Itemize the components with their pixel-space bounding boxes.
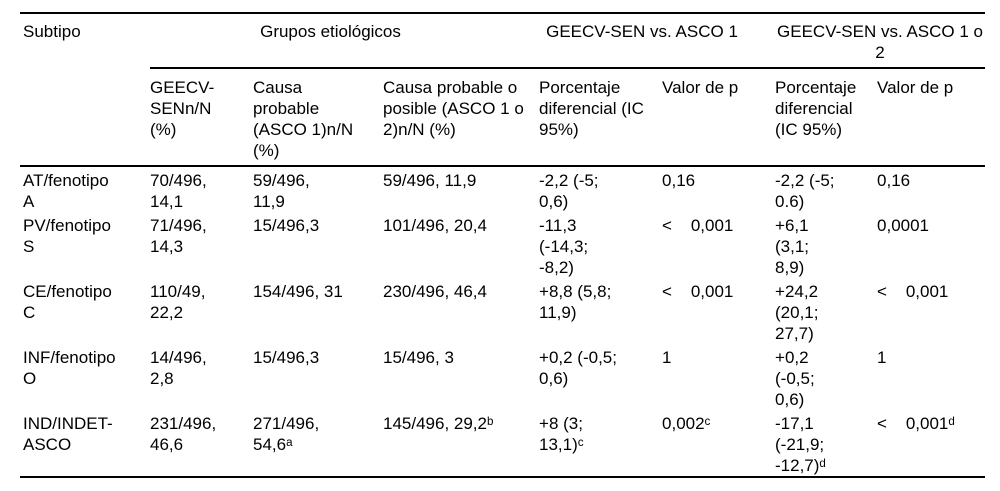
table-cell: IND/INDET- ASCO [23,414,113,454]
table-cell: +0,2 (-0,5; 0,6) [775,348,815,409]
table-cell: 70/496, 14,1 [150,171,207,211]
table-cell: -17,1 (-21,9; -12,7)ᵈ [775,414,826,475]
table-cell: 145/496, 29,2ᵇ [383,414,494,433]
table-cell: 231/496, 46,6 [150,414,217,454]
table-cell: AT/fenotipo A [23,171,109,211]
table-cell: 1 [877,348,887,367]
group-header-geecv-sen-vs-asco1o2: GEECV-SEN vs. ASCO 1 o 2 [775,13,986,69]
table-cell: 15/496,3 [253,216,320,235]
table-cell: -2,2 (-5; 0,6) [539,171,599,211]
group-header-row: Subtipo Grupos etiológicos GEECV-SEN vs.… [20,13,986,167]
table-cell: CE/fenotipo C [23,282,112,322]
table-cell: 0,002ᶜ [662,414,711,433]
table-cell: 1 [662,348,672,367]
table-cell: < 0,001 [877,282,949,301]
column-header-causa-probable-o-posible: Causa probable o posible (ASCO 1 o 2)n/N… [383,68,540,167]
table-cell: < 0,001 [662,216,734,235]
results-table: Subtipo Grupos etiológicos GEECV-SEN vs.… [20,12,986,478]
table-cell: 71/496, 14,3 [150,216,207,256]
table-cell: PV/fenotipo S [23,216,111,256]
table-cell: 110/49, 22,2 [150,282,206,322]
table-cell: 14/496, 2,8 [150,348,207,388]
table-cell: +0,2 (-0,5; 0,6) [539,348,617,388]
column-header-causa-probable: Causa probable (ASCO 1)n/N (%) [253,68,383,167]
column-header-valor-de-p-1: Valor de p [662,68,776,167]
table-cell: 0,0001 [877,216,930,235]
table-cell: 0,16 [877,171,911,190]
table-row: INF/fenotipo O 14/496, 2,8 15/496,3 15/4… [20,344,985,410]
table-cell: 230/496, 46,4 [383,282,487,301]
table-cell: 59/496, 11,9 [253,171,310,211]
table-cell: 271/496, 54,6ᵃ [253,414,320,454]
table-cell: 15/496, 3 [383,348,454,367]
table-cell: -11,3 (-14,3; -8,2) [539,216,589,277]
table-cell: 154/496, 31 [253,282,343,301]
table-cell: +8,8 (5,8; 11,9) [539,282,612,322]
group-header-grupos-etiologicos: Grupos etiológicos [150,13,540,69]
table-cell: -2,2 (-5; 0.6) [775,171,835,211]
column-header-porcentaje-diferencial-2: Porcentaje diferencial (IC 95%) [775,68,878,167]
group-header-geecv-sen-vs-asco1: GEECV-SEN vs. ASCO 1 [539,13,776,69]
column-header-porcentaje-diferencial-1: Porcentaje diferencial (IC 95%) [539,68,663,167]
table-row: AT/fenotipo A 70/496, 14,1 59/496, 11,9 … [20,166,985,212]
table-row: CE/fenotipo C 110/49, 22,2 154/496, 31 2… [20,278,985,344]
column-header-subtipo: Subtipo [20,13,150,167]
table-row: PV/fenotipo S 71/496, 14,3 15/496,3 101/… [20,212,985,278]
sub-header-row: GEECV- SENn/N (%) Causa probable (ASCO 1… [20,68,986,167]
table-cell: < 0,001ᵈ [877,414,955,433]
table-cell: 0,16 [662,171,696,190]
table-row: IND/INDET- ASCO 231/496, 46,6 271/496, 5… [20,410,985,477]
table-cell: 59/496, 11,9 [383,171,477,190]
table-cell: 101/496, 20,4 [383,216,487,235]
column-header-valor-de-p-2: Valor de p [877,68,986,167]
column-header-geecv-sen: GEECV- SENn/N (%) [150,68,253,167]
table-cell: < 0,001 [662,282,734,301]
table-cell: +24,2 (20,1; 27,7) [775,282,819,343]
table-cell: +8 (3; 13,1)ᶜ [539,414,584,454]
table-cell: 15/496,3 [253,348,320,367]
table-cell: INF/fenotipo O [23,348,116,388]
table-cell: +6,1 (3,1; 8,9) [775,216,810,277]
